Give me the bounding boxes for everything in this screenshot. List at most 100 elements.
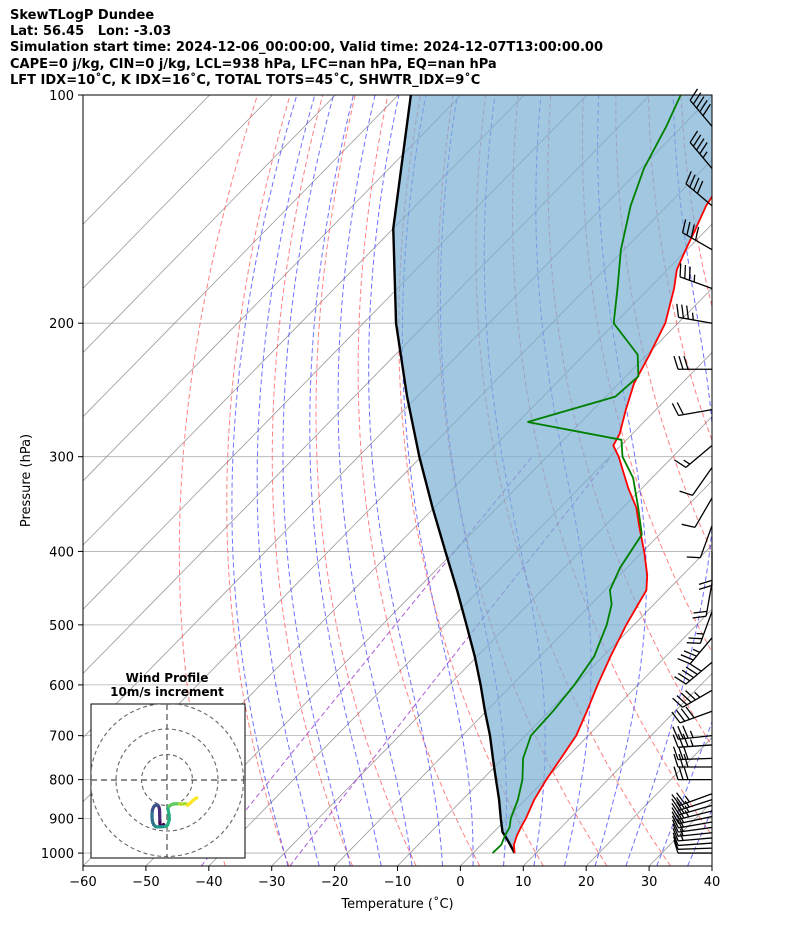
wind-barb-staff <box>678 821 713 829</box>
isotherm-line <box>208 351 712 866</box>
wind-barb-staff <box>678 826 713 833</box>
dry-adiabat-line <box>746 95 794 866</box>
wind-barb <box>677 637 713 665</box>
cin-shading <box>393 95 712 854</box>
wind-barb-half-flag <box>694 691 701 698</box>
wind-barb-staff <box>677 757 713 761</box>
wind-barb-half-flag <box>691 312 694 320</box>
dry-adiabat-line <box>615 95 712 553</box>
wind-barb-flag <box>672 746 679 760</box>
wind-barb <box>672 832 713 847</box>
x-tick-label: 10 <box>515 875 532 890</box>
dewpoint-line <box>491 95 682 854</box>
x-tick-label: 0 <box>456 875 464 890</box>
wind-barb-flag <box>698 579 713 586</box>
wind-barb-flag <box>676 695 688 706</box>
wind-barb-staff <box>699 525 713 558</box>
wind-barb-flag <box>692 615 707 619</box>
wind-barb <box>671 801 713 816</box>
dry-adiabat-line <box>714 95 794 866</box>
wind-barb <box>698 551 713 591</box>
wind-barb-staff <box>685 183 713 207</box>
wind-barb-flag <box>685 171 692 185</box>
wind-barb-flag <box>699 142 708 155</box>
isotherm-line <box>648 801 712 866</box>
hodograph-title: Wind Profile <box>126 671 209 685</box>
wind-barb-flag <box>672 832 679 846</box>
wind-barb-flag <box>671 819 679 833</box>
dry-adiabat-line <box>315 95 417 866</box>
wind-barb <box>671 402 713 417</box>
wind-barb-staff <box>678 316 713 324</box>
wind-barb-flag <box>676 797 685 809</box>
wind-barb-flag <box>681 304 685 319</box>
dry-adiabat-line <box>398 95 544 866</box>
wind-barb-flag <box>681 219 687 233</box>
wind-barb-staff <box>682 689 713 708</box>
dry-adiabat-line <box>647 95 712 442</box>
wind-barb-flag <box>686 221 691 236</box>
wind-barb-staff <box>678 735 713 740</box>
wind-barb-staff <box>678 408 713 417</box>
x-tick-label: 30 <box>641 875 658 890</box>
y-tick-label: 400 <box>49 545 74 560</box>
wind-barb-flag <box>671 807 680 820</box>
wind-barb-flag <box>673 766 679 780</box>
wind-barb-staff <box>689 142 713 169</box>
isotherm-line <box>83 95 651 675</box>
wind-barb-flag <box>694 226 700 241</box>
x-tick-label: −40 <box>195 875 222 890</box>
wind-barb-half-flag <box>679 828 684 836</box>
wind-barb-flag <box>678 672 691 682</box>
wind-barb-flag <box>692 92 702 105</box>
wind-barb <box>671 706 713 724</box>
wind-barb-flag <box>673 356 679 370</box>
y-tick-label: 100 <box>49 89 74 104</box>
wind-barb-flag <box>689 130 699 143</box>
axes: −60 −50 −40 −30 −20 −10 0 10 20 30 40 1000 900 800 700… <box>19 89 720 912</box>
wind-barb-flag <box>681 523 696 528</box>
wind-barb <box>672 733 713 748</box>
wind-barb <box>671 818 713 833</box>
wind-barb-flag <box>680 654 694 661</box>
moist-adiabat-line <box>337 95 413 866</box>
x-tick-label: −20 <box>321 875 348 890</box>
wind-barb-flag <box>671 403 680 416</box>
isotherm-line <box>83 95 399 418</box>
y-tick-label: 300 <box>49 451 74 466</box>
wind-barb <box>672 823 713 837</box>
wind-barb-flag <box>693 177 700 191</box>
wind-barb-flag <box>672 823 679 837</box>
cape-cin-shading <box>393 95 712 854</box>
wind-barb-flag <box>682 746 689 760</box>
mixing-ratio-line <box>200 456 533 866</box>
wind-barb-staff <box>679 804 713 816</box>
wind-barb-flag <box>671 811 680 824</box>
wind-barb-flag <box>671 798 681 811</box>
wind-barb <box>672 725 713 740</box>
wind-barb <box>671 797 713 811</box>
wind-barb-flag <box>672 726 679 740</box>
wind-barb <box>674 661 713 685</box>
wind-barb-staff <box>677 847 713 850</box>
wind-barb-flag <box>677 725 684 739</box>
wind-barb-flag <box>671 794 681 806</box>
title-location: Lat: 56.45 Lon: -3.03 <box>10 24 172 39</box>
wind-barb-staff <box>699 611 713 644</box>
wind-barb-half-flag <box>684 795 690 803</box>
wind-barb-staff <box>694 497 713 528</box>
isotherm-line <box>83 95 588 610</box>
wind-barb-flag <box>683 753 689 768</box>
wind-barb-flag <box>683 356 689 370</box>
wind-barb-flag <box>702 103 711 117</box>
dry-adiabat-line <box>226 95 291 866</box>
wind-barb-half-flag <box>679 833 684 841</box>
isotherm-line <box>711 865 712 866</box>
wind-barb-staff <box>679 276 713 290</box>
wind-barb-flag <box>696 180 704 194</box>
wind-barb <box>679 467 713 496</box>
wind-barb-flag <box>684 264 687 279</box>
wind-barb <box>686 611 713 645</box>
moist-adiabat-line <box>401 95 474 866</box>
